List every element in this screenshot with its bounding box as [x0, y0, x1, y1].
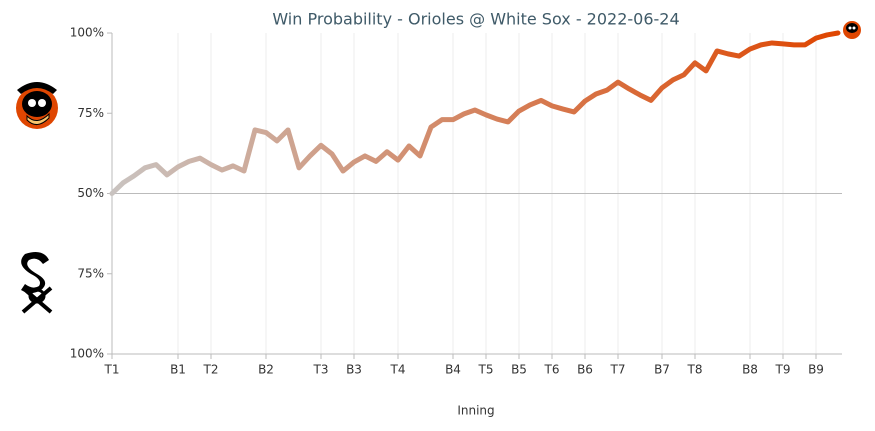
x-tick-label: B1 [170, 363, 186, 377]
x-tick-label: T5 [478, 363, 494, 377]
x-tick-label: B9 [808, 363, 824, 377]
white-sox-logo [21, 252, 53, 314]
x-tick-label: T3 [313, 363, 329, 377]
x-tick-label: T4 [390, 363, 406, 377]
y-tick-label: 100% [70, 26, 104, 40]
end-logo [843, 21, 861, 39]
x-tick-label: T7 [610, 363, 626, 377]
orioles-logo [16, 82, 58, 129]
x-tick-label: B2 [258, 363, 274, 377]
x-tick-label: B4 [445, 363, 461, 377]
x-tick-label: T2 [203, 363, 219, 377]
x-tick-label: B5 [511, 363, 527, 377]
x-tick-label: T8 [687, 363, 703, 377]
x-tick-label: T6 [544, 363, 560, 377]
x-tick-label: T9 [775, 363, 791, 377]
x-tick-label: B7 [654, 363, 670, 377]
x-tick-label: B6 [577, 363, 593, 377]
y-tick-label: 75% [77, 266, 104, 280]
x-axis-label: Inning [457, 404, 494, 418]
y-tick-label: 100% [70, 347, 104, 361]
win-probability-line [109, 30, 841, 196]
chart-title: Win Probability - Orioles @ White Sox - … [272, 10, 679, 29]
x-tick-label: B8 [742, 363, 758, 377]
y-tick-label: 75% [77, 106, 104, 120]
x-tick-label: B3 [346, 363, 362, 377]
x-tick-label: T1 [104, 363, 120, 377]
y-tick-label: 50% [77, 186, 104, 200]
